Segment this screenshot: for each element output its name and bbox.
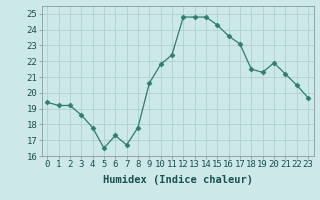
X-axis label: Humidex (Indice chaleur): Humidex (Indice chaleur) bbox=[103, 175, 252, 185]
